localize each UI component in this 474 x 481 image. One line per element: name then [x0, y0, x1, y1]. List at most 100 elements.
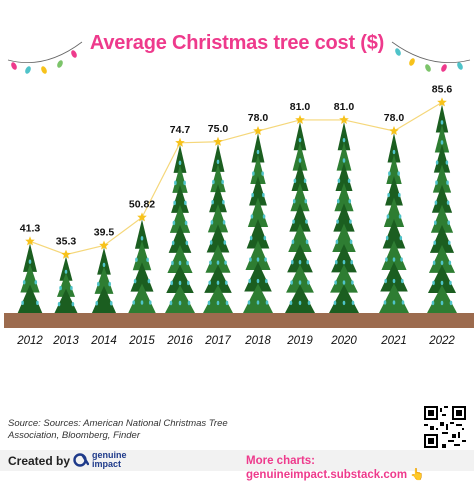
- tree-tier: [251, 132, 265, 163]
- ornament: [256, 257, 260, 262]
- ornament: [447, 240, 451, 246]
- brand-name: genuine impact: [92, 451, 127, 469]
- tree-tier: [56, 272, 76, 297]
- ornament: [109, 301, 113, 306]
- tree-marker-2019: [285, 121, 315, 313]
- ornament: [440, 300, 444, 306]
- ornament: [292, 219, 295, 224]
- tree-tier: [245, 240, 271, 270]
- tree-tier: [207, 204, 229, 233]
- tree-tier: [167, 244, 193, 273]
- ornament: [337, 178, 341, 184]
- ornament: [212, 179, 215, 185]
- tree-tier: [173, 144, 187, 173]
- tree-marker-2013: [54, 256, 78, 313]
- ornament: [216, 159, 220, 165]
- ornament: [57, 301, 61, 307]
- ornament: [435, 180, 438, 185]
- tree-tier: [244, 261, 272, 292]
- ornament: [385, 257, 388, 262]
- ornament: [34, 280, 38, 285]
- tree-tier: [336, 142, 352, 171]
- tree-tier: [130, 262, 154, 292]
- tree-tier: [97, 247, 111, 275]
- ornament: [171, 260, 174, 266]
- tree-tier: [293, 121, 307, 151]
- tree-tier: [128, 283, 156, 313]
- value-label-2019: 81.0: [290, 101, 311, 113]
- ornament: [222, 220, 226, 225]
- ornament: [140, 300, 144, 305]
- x-tick-labels: 2012 2013 2014 2015 2016 2017 2018 2019 2020 2021…: [16, 335, 455, 347]
- source-note: Source: Sources: American National Chris…: [8, 418, 228, 441]
- tree-tier: [381, 240, 407, 270]
- tree-tier: [249, 175, 267, 206]
- qr-code-icon[interactable]: [424, 406, 466, 448]
- ornament: [169, 300, 173, 306]
- star-point-2022: [437, 97, 447, 107]
- ornament: [400, 257, 403, 262]
- tree-tier: [337, 121, 351, 151]
- ornament: [171, 240, 175, 246]
- ornament: [350, 260, 354, 265]
- brand-name-line1: genuine: [92, 450, 127, 460]
- tree-tier: [204, 264, 232, 293]
- star-point-2019: [295, 114, 305, 124]
- created-by-label: Created by: [8, 454, 71, 468]
- ornament: [256, 149, 260, 155]
- tree-tier: [335, 162, 353, 191]
- ornament: [251, 192, 254, 198]
- tree-tier: [211, 143, 225, 172]
- tree-marker-2017: [203, 143, 233, 313]
- ornament: [256, 300, 260, 305]
- ornament: [186, 280, 190, 286]
- ornament: [399, 235, 403, 241]
- tree-tier: [431, 184, 453, 213]
- tree-tier: [329, 284, 359, 313]
- star-point-2018: [253, 126, 263, 135]
- tree-tier: [379, 283, 409, 313]
- ornament: [307, 280, 310, 285]
- tree-tier: [168, 224, 192, 253]
- tree-tier: [332, 223, 356, 252]
- tree-tier: [387, 132, 401, 163]
- ornament: [397, 171, 400, 176]
- ornament: [305, 219, 308, 224]
- ornament: [264, 257, 267, 262]
- tree-tier: [132, 240, 152, 271]
- tree-marker-2014: [91, 247, 117, 313]
- tree-tier: [17, 284, 43, 313]
- ornament: [383, 300, 387, 305]
- value-label-2016: 74.7: [170, 124, 191, 136]
- ornament: [178, 160, 182, 166]
- value-label-2022: 85.6: [432, 83, 453, 95]
- ornament: [342, 280, 346, 285]
- tree-tier: [434, 124, 450, 153]
- tree-tier: [243, 283, 273, 313]
- tree-marker-2022: [427, 104, 457, 313]
- ornament: [298, 260, 302, 265]
- ornament: [348, 198, 352, 204]
- tree-tier: [380, 261, 408, 292]
- tree-tier: [54, 288, 78, 313]
- ornament: [342, 260, 346, 265]
- x-tick-label-2016: 2016: [166, 335, 193, 347]
- ornament: [440, 120, 444, 125]
- ornament: [447, 220, 450, 225]
- tree-tier: [331, 243, 357, 273]
- ornament: [448, 260, 452, 266]
- ornament: [347, 178, 351, 184]
- ornament: [224, 260, 227, 265]
- ornament: [306, 260, 310, 265]
- ornament: [216, 260, 220, 265]
- ornament: [249, 235, 253, 241]
- ornament: [307, 300, 311, 306]
- ornament: [95, 301, 99, 306]
- ornament: [349, 219, 352, 224]
- ornament: [184, 220, 188, 226]
- more-charts-link[interactable]: More charts: genuineimpact.substack.com …: [246, 455, 425, 481]
- ornament: [449, 300, 453, 306]
- ornament: [148, 300, 152, 305]
- tree-tier: [433, 144, 451, 173]
- ornament: [133, 278, 137, 284]
